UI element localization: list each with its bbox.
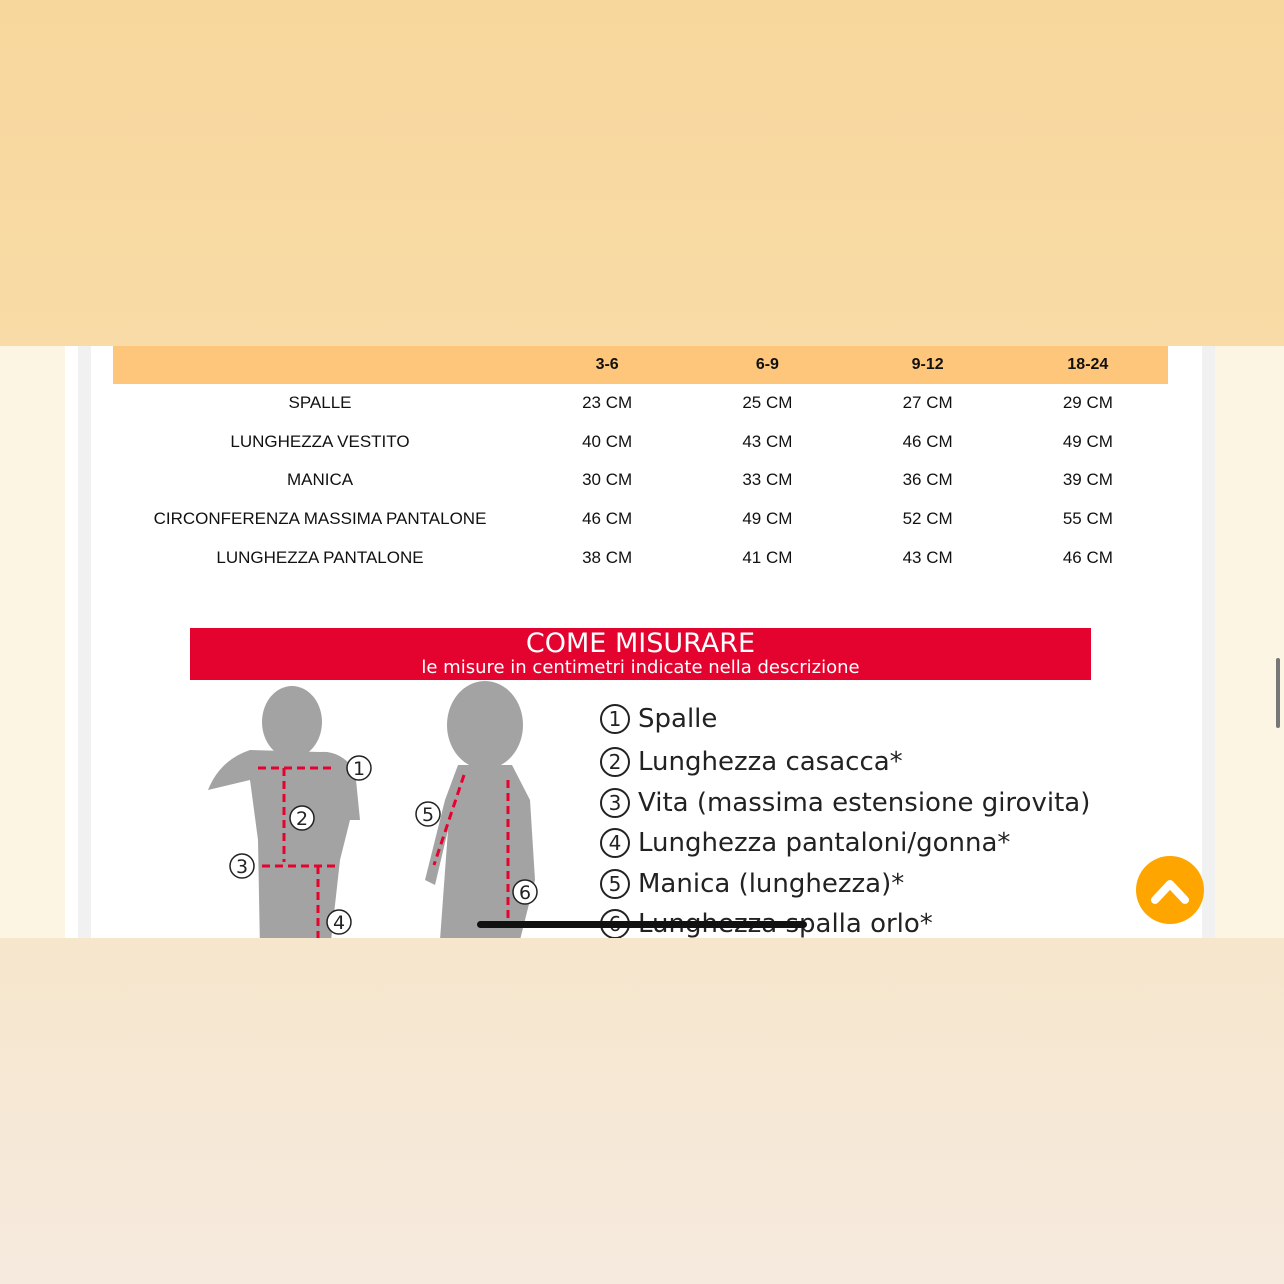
measurement-name-cell: CIRCONFERENZA MASSIMA PANTALONE	[153, 509, 487, 529]
size-value-cell: 49 CM	[742, 509, 793, 529]
legend-item: 5 Manica (lunghezza)*	[600, 864, 1090, 905]
screenshot-area: 3-6 6-9 9-12 18-24 SPALLE 23 CM 25 CM 27 CM…	[0, 346, 1284, 938]
figure-marker: 2	[296, 808, 308, 830]
header-cell: 3-6	[527, 346, 688, 384]
size-value-cell: 43 CM	[902, 547, 953, 567]
legend-number: 2	[600, 747, 630, 778]
legend-label: Vita (massima estensione girovita)	[638, 787, 1091, 818]
size-value-cell: 49 CM	[1062, 431, 1113, 451]
how-to-measure-banner: COME MISURARE le misure in centimetri in…	[190, 628, 1091, 680]
legend-number: 3	[600, 787, 630, 818]
scrollbar[interactable]	[1276, 658, 1280, 728]
measurement-name-cell: MANICA	[286, 470, 354, 490]
table-row: LUNGHEZZA VESTITO 40 CM 43 CM 46 CM 49 CM	[113, 423, 1168, 462]
figure-marker: 3	[236, 856, 248, 878]
legend-item: 4 Lunghezza pantaloni/gonna*	[600, 823, 1090, 864]
figure-marker: 1	[353, 758, 365, 780]
size-value-cell: 27 CM	[902, 393, 953, 413]
legend-item: 2 Lunghezza casacca*	[600, 742, 1090, 783]
table-header-row: 3-6 6-9 9-12 18-24	[113, 346, 1168, 384]
size-value-cell: 41 CM	[742, 547, 793, 567]
child-silhouettes-illustration: 1 2 3 4 5 6	[208, 681, 538, 938]
legend-number: 4	[600, 828, 630, 859]
left-gutter	[78, 346, 91, 938]
measurement-legend: 1 Spalle 2 Lunghezza casacca* 3 Vita (massima…	[600, 696, 1090, 938]
legend-item: 1 Spalle	[600, 696, 1090, 742]
measurement-name-cell: LUNGHEZZA VESTITO	[230, 431, 410, 451]
banner-subtitle: le misure in centimetri indicate nella d…	[421, 657, 860, 678]
size-value-cell: 29 CM	[1062, 393, 1113, 413]
size-value-cell: 43 CM	[742, 431, 793, 451]
legend-item: 3 Vita (massima estensione girovita)	[600, 783, 1090, 824]
chevron-up-icon	[1151, 880, 1189, 904]
legend-label: Lunghezza casacca*	[638, 747, 903, 778]
banner-title: COME MISURARE	[525, 628, 756, 659]
size-value-cell: 39 CM	[1062, 470, 1113, 490]
figure-marker: 5	[422, 804, 434, 826]
home-indicator[interactable]	[477, 921, 807, 928]
measurement-name-cell: SPALLE	[288, 393, 352, 413]
size-value-cell: 33 CM	[742, 470, 793, 490]
table-row: CIRCONFERENZA MASSIMA PANTALONE 46 CM 49 C…	[113, 500, 1168, 539]
size-value-cell: 25 CM	[742, 393, 793, 413]
scroll-to-top-button[interactable]	[1136, 856, 1204, 924]
legend-label: Spalle	[638, 704, 718, 734]
measurement-name-cell: LUNGHEZZA PANTALONE	[216, 547, 424, 567]
table-row: LUNGHEZZA PANTALONE 38 CM 41 CM 43 CM 46 CM	[113, 538, 1168, 577]
header-cell: 9-12	[847, 346, 1008, 384]
size-value-cell: 40 CM	[582, 431, 633, 451]
size-value-cell: 52 CM	[902, 509, 953, 529]
header-cell	[113, 346, 527, 384]
header-cell: 6-9	[687, 346, 848, 384]
figure-marker: 6	[519, 882, 531, 904]
legend-number: 1	[600, 704, 630, 734]
table-row: MANICA 30 CM 33 CM 36 CM 39 CM	[113, 461, 1168, 500]
legend-label: Lunghezza pantaloni/gonna*	[638, 828, 1011, 859]
header-cell: 18-24	[1007, 346, 1168, 384]
legend-number: 5	[600, 868, 630, 899]
right-gutter	[1202, 346, 1215, 938]
size-table: 3-6 6-9 9-12 18-24 SPALLE 23 CM 25 CM 27 CM…	[113, 346, 1168, 577]
figure-marker: 4	[333, 912, 345, 934]
legend-label: Manica (lunghezza)*	[638, 868, 905, 899]
size-value-cell: 23 CM	[582, 393, 633, 413]
size-value-cell: 55 CM	[1062, 509, 1113, 529]
size-value-cell: 30 CM	[582, 470, 633, 490]
size-value-cell: 46 CM	[902, 431, 953, 451]
size-value-cell: 46 CM	[582, 509, 633, 529]
size-value-cell: 46 CM	[1062, 547, 1113, 567]
size-value-cell: 36 CM	[902, 470, 953, 490]
table-row: SPALLE 23 CM 25 CM 27 CM 29 CM	[113, 384, 1168, 423]
size-value-cell: 38 CM	[582, 547, 633, 567]
